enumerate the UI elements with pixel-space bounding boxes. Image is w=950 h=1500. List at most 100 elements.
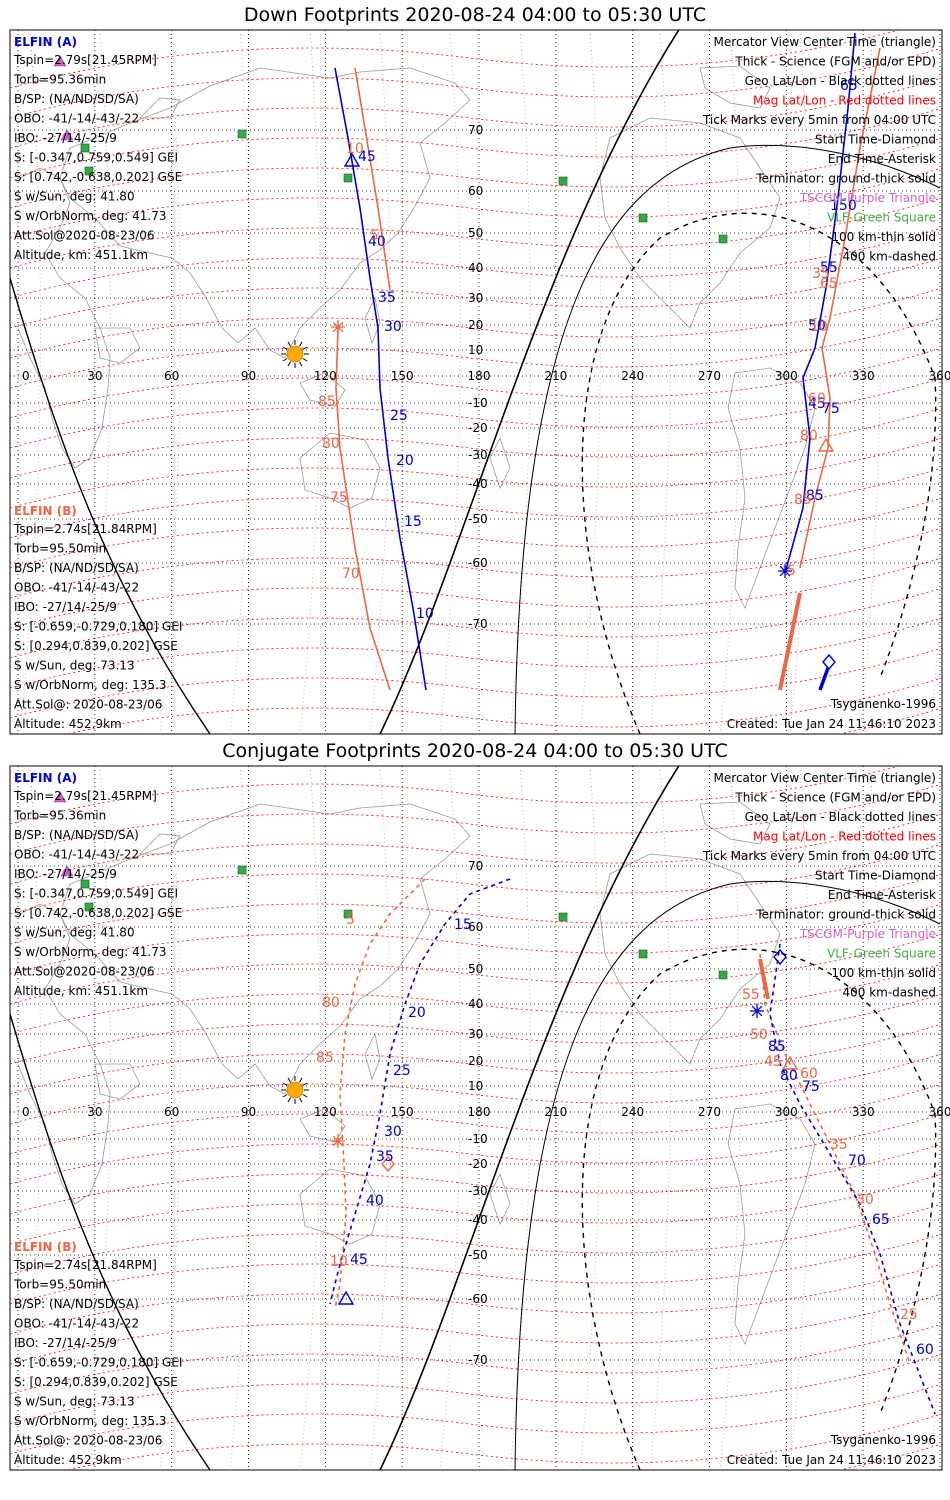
lat-tick-label: -40 xyxy=(468,1213,488,1227)
elfin-a-time-label: 20 xyxy=(396,453,414,469)
lon-tick-label: 120 xyxy=(314,369,337,383)
elfin-b-time-label: 10 xyxy=(810,319,828,335)
sun-icon xyxy=(281,1076,309,1104)
mag-lat-line xyxy=(10,437,942,509)
coastline-4 xyxy=(299,1108,346,1143)
mag-lat-line xyxy=(10,903,942,975)
sun-ray xyxy=(287,1077,291,1083)
legend-entry: End Time-Asterisk xyxy=(828,888,936,902)
tscgm-triangle-icon xyxy=(53,791,67,803)
lon-tick-label: 360 xyxy=(929,1105,950,1119)
elfin-a-time-label: 60 xyxy=(916,1342,934,1358)
elfin-a-info-line: Tspin=2.79s[21.45RPM] xyxy=(13,53,157,67)
legend-entry: TSCGM-Purple Triangle xyxy=(799,927,936,941)
elfin-a-time-label: 75 xyxy=(802,1079,820,1095)
elfin-a-track-2 xyxy=(784,32,856,574)
sun-ray xyxy=(282,358,288,362)
vlf-square-icon xyxy=(638,949,648,959)
sun-ray xyxy=(287,361,291,367)
elfin-b-info-line: IBO: -27/14/-25/9 xyxy=(14,1336,117,1350)
mag-lat-line xyxy=(10,287,942,359)
mag-lat-line xyxy=(10,467,942,539)
vlf-square-icon xyxy=(80,879,90,889)
elfin-a-info-line: IBO: -27/14/-25/9 xyxy=(14,867,117,881)
vlf-square-icon xyxy=(718,970,728,980)
lat-tick-label: -70 xyxy=(468,1353,488,1367)
elfin-a-label: ELFIN (A) xyxy=(14,35,77,49)
mag-lat-line xyxy=(10,1143,942,1215)
coastline-4 xyxy=(299,372,346,407)
mag-lat-line xyxy=(10,407,942,479)
elfin-a-time-label: 35 xyxy=(378,290,396,306)
lat-tick-label: -60 xyxy=(468,1292,488,1306)
start-diamond-icon xyxy=(822,653,836,671)
created-label: Created: Tue Jan 24 11:46:10 2023 xyxy=(727,1453,936,1467)
mag-lat-line xyxy=(65,677,942,734)
elfin-a-info-line: S: [0.742,-0.638,0.202] GSE xyxy=(14,906,182,920)
elfin-b-time-label: 25 xyxy=(900,1307,918,1323)
elfin-b-info-line: S: [0.294,0.839,0.202] GSE xyxy=(14,1375,178,1389)
lat-tick-label: -20 xyxy=(468,1157,488,1171)
mag-lat-line xyxy=(10,197,942,269)
elfin-b-time-label: 35 xyxy=(830,1137,848,1153)
elfin-a-time-label: 25 xyxy=(393,1063,411,1079)
elfin-b-info-line: S: [-0.659,-0.729,0.180] GEI xyxy=(14,620,182,634)
elfin-b-time-label: 85 xyxy=(316,1050,334,1066)
legend-entry: Start Time-Diamond xyxy=(815,869,936,883)
elfin-b-info-line: S w/OrbNorm, deg: 135.3 xyxy=(14,678,166,692)
elfin-a-time-label: 150 xyxy=(830,198,857,214)
terminator-100km xyxy=(514,880,941,1470)
vlf-square-icon xyxy=(343,173,353,183)
mag-lat-line xyxy=(10,933,942,1005)
asterisk-stroke xyxy=(779,565,791,577)
elfin-a-time-label: 75 xyxy=(822,401,840,417)
mag-lat-line xyxy=(10,813,942,885)
elfin-b-time-label: 30 xyxy=(856,1192,874,1208)
coastline-3 xyxy=(299,432,381,509)
lat-tick-label: 20 xyxy=(468,1054,483,1068)
elfin-a-time-label: 50 xyxy=(808,318,826,334)
lon-tick-label: 270 xyxy=(698,369,721,383)
mag-lat-line xyxy=(10,30,901,89)
lat-tick-label: 30 xyxy=(468,291,483,305)
mag-lat-line xyxy=(10,1263,942,1335)
lon-tick-label: 330 xyxy=(852,369,875,383)
vlf-square-icon xyxy=(343,909,353,919)
lat-tick-label: 70 xyxy=(468,123,483,137)
elfin-a-time-label: 85 xyxy=(768,1039,786,1055)
lat-tick-label: 70 xyxy=(468,859,483,873)
lon-tick-label: 210 xyxy=(544,1105,567,1119)
mag-lat-line xyxy=(10,257,942,329)
legend-entry: Terminator: ground-thick solid xyxy=(755,908,936,922)
elfin-a-time-label: 15 xyxy=(404,514,422,530)
elfin-b-time-label: 60 xyxy=(808,391,826,407)
lon-tick-label: 240 xyxy=(621,369,644,383)
elfin-b-info-line: S: [0.294,0.839,0.202] GSE xyxy=(14,639,178,653)
map-layer xyxy=(10,766,942,1470)
sun-ray xyxy=(299,341,303,347)
lat-tick-label: 40 xyxy=(468,261,483,275)
elfin-b-science-segment xyxy=(778,592,802,691)
elfin-b-info-line: Att.Sol@: 2020-08-23/06 xyxy=(14,698,162,712)
elfin-a-info-line: Torb=95.36min xyxy=(13,73,106,87)
legend-entry: TSCGM-Purple Triangle xyxy=(799,191,936,205)
elfin-b-time-label: 80 xyxy=(322,436,340,452)
elfin-a-info-line: S w/Sun, deg: 41.80 xyxy=(14,926,135,940)
legend-entry: 400 km-dashed xyxy=(842,250,936,264)
elfin-b-info-line: OBO: -41/-14/-43/-22 xyxy=(14,1317,139,1331)
elfin-b-info-line: B/SP: (NA/ND/SD/SA) xyxy=(14,1297,139,1311)
elfin-a-time-label: 45 xyxy=(350,1252,368,1268)
elfin-b-info-line: Tspin=2.74s[21.84RPM] xyxy=(13,1258,157,1272)
end-asterisk-icon xyxy=(778,564,792,578)
lon-tick-label: 300 xyxy=(775,1105,798,1119)
lat-tick-label: 10 xyxy=(468,343,483,357)
panel-title-conjugate: Conjugate Footprints 2020-08-24 04:00 to… xyxy=(222,740,728,762)
sun-ray xyxy=(282,1094,288,1098)
legend-entry: VLF-Green Square xyxy=(827,211,936,225)
elfin-a-time-label: 15 xyxy=(454,917,472,933)
legend-entry: 400 km-dashed xyxy=(842,986,936,1000)
elfin-b-info-line: Att.Sol@: 2020-08-23/06 xyxy=(14,1434,162,1448)
lon-tick-label: 90 xyxy=(241,1105,256,1119)
coastline-6 xyxy=(599,853,781,1065)
legend-entry: VLF-Green Square xyxy=(827,947,936,961)
